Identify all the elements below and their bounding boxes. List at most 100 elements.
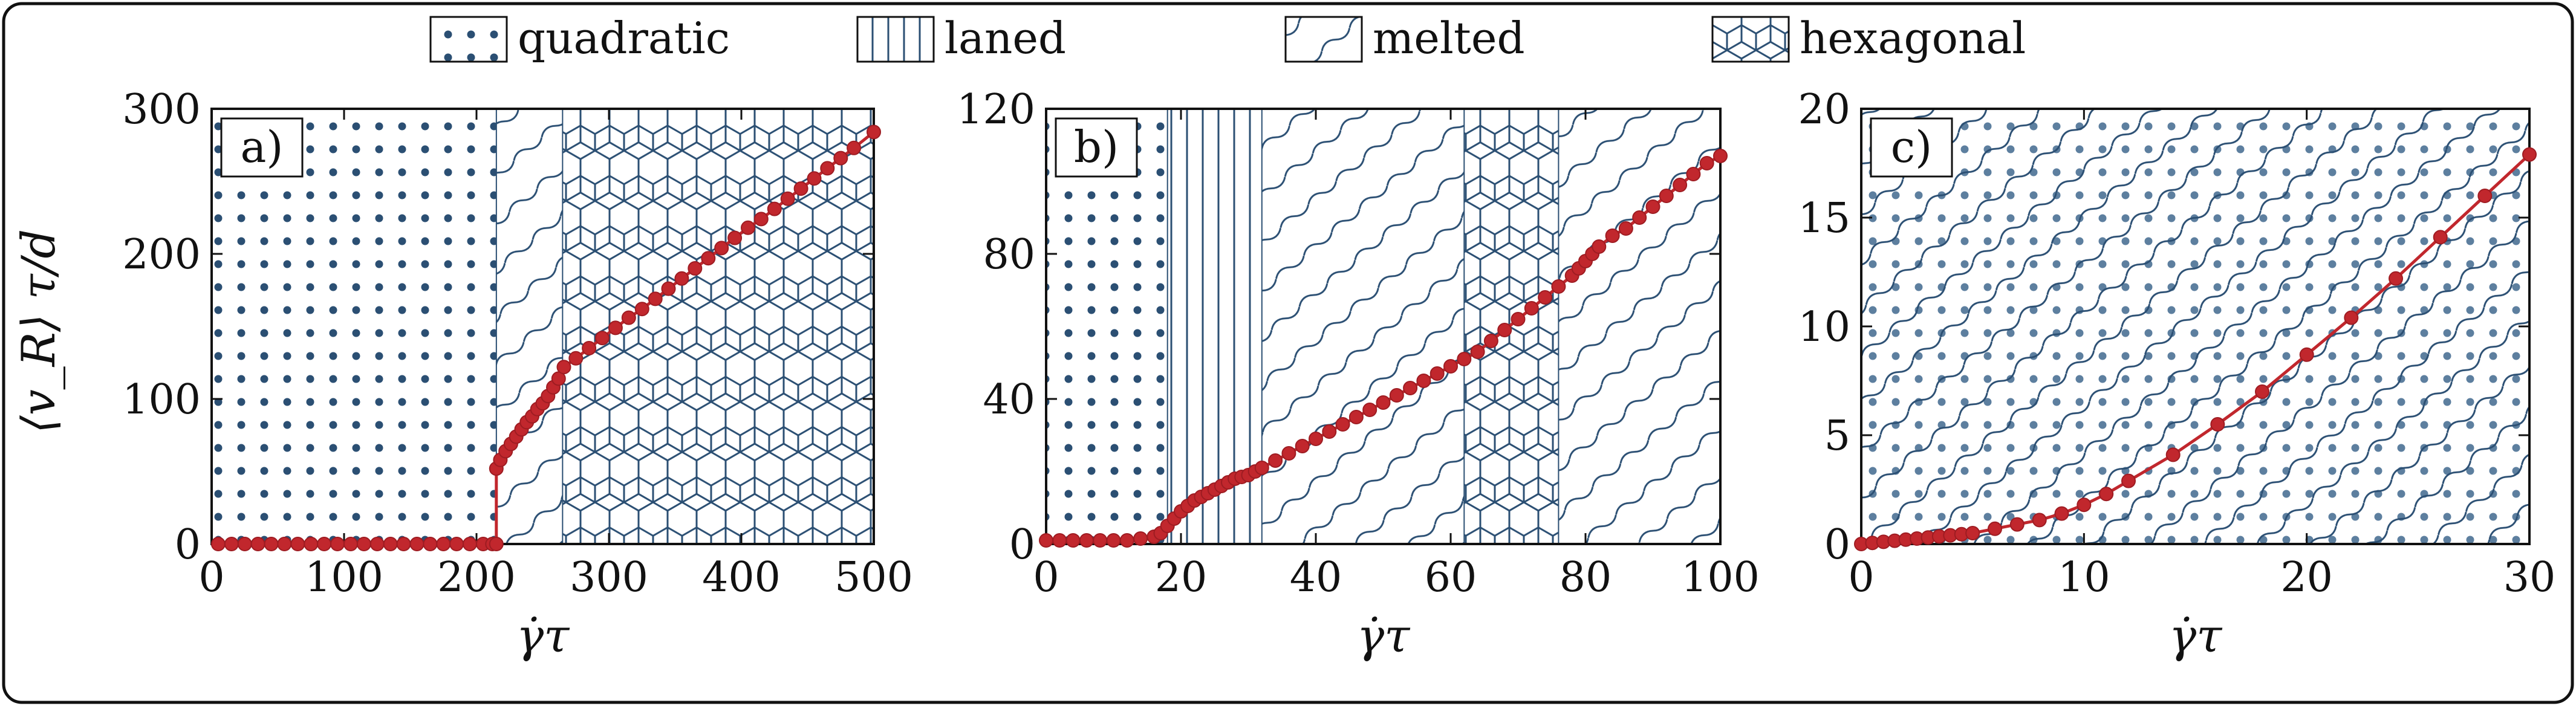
panel-b: 0 20 40 60 80 100 0 40 80 120 γ̇τ b) xyxy=(957,86,1760,662)
x-tick-label: 40 xyxy=(1290,554,1342,601)
x-tick-label: 100 xyxy=(1681,554,1760,601)
x-tick-label: 60 xyxy=(1425,554,1477,601)
data-point xyxy=(820,161,835,176)
data-point xyxy=(1322,424,1337,439)
y-tick-label: 120 xyxy=(957,86,1035,134)
y-tick-label: 5 xyxy=(1824,412,1850,460)
data-point xyxy=(608,320,623,335)
region-quadratic+melted-waves xyxy=(1861,109,2529,544)
legend-label-hexagonal: hexagonal xyxy=(1800,13,2026,63)
region-melted xyxy=(496,109,563,544)
legend-label-melted: melted xyxy=(1373,13,1525,63)
legend-swatch-laned xyxy=(856,16,935,63)
data-point xyxy=(648,291,663,306)
data-point xyxy=(556,360,571,375)
data-point xyxy=(423,537,438,551)
data-point xyxy=(1618,221,1633,236)
data-point xyxy=(2009,517,2025,532)
data-point xyxy=(753,212,769,227)
data-point xyxy=(224,537,239,551)
data-point xyxy=(1592,239,1607,254)
x-axis-title: γ̇τ xyxy=(2169,609,2223,662)
data-point xyxy=(2477,189,2493,203)
region-quadratic xyxy=(212,109,496,544)
data-point xyxy=(1443,359,1458,374)
data-point xyxy=(634,302,649,317)
x-tick-label: 20 xyxy=(1155,554,1208,601)
data-point xyxy=(1713,149,1728,163)
data-point xyxy=(250,537,265,551)
data-point xyxy=(714,241,729,256)
data-point xyxy=(1632,210,1647,225)
data-point xyxy=(330,537,345,551)
data-point xyxy=(1659,189,1674,203)
x-axis-title: γ̇τ xyxy=(516,609,570,662)
data-point xyxy=(688,261,703,276)
legend-label-quadratic: quadratic xyxy=(518,13,730,63)
data-point xyxy=(1965,526,1980,540)
data-point xyxy=(1295,439,1310,453)
legend-swatch-melted xyxy=(1284,16,1363,63)
legend-swatch-quadratic xyxy=(429,16,508,63)
data-point xyxy=(383,537,398,551)
plot-frame xyxy=(1045,108,1722,545)
data-point xyxy=(463,537,477,551)
x-tick-label: 10 xyxy=(2058,554,2110,601)
y-tick-label: 300 xyxy=(122,86,201,134)
data-point xyxy=(2299,347,2314,362)
data-point xyxy=(1497,323,1512,337)
data-point xyxy=(2054,506,2069,521)
data-point xyxy=(727,230,743,245)
data-point xyxy=(1281,446,1296,461)
data-point xyxy=(317,537,332,551)
y-tick-label: 100 xyxy=(122,376,201,424)
data-point xyxy=(1093,533,1108,548)
data-point xyxy=(621,310,636,325)
data-point xyxy=(1457,352,1472,366)
data-point xyxy=(1079,533,1094,548)
panel-label-box xyxy=(1055,117,1138,178)
data-point xyxy=(568,351,584,366)
data-point xyxy=(1699,156,1714,170)
data-point xyxy=(2344,310,2359,325)
data-point xyxy=(409,537,424,551)
data-point xyxy=(2389,271,2403,286)
panel-label: b) xyxy=(1074,121,1119,172)
region-quadratic xyxy=(1046,109,1168,544)
y-tick-label: 0 xyxy=(1009,521,1035,569)
data-point xyxy=(290,537,305,551)
data-point xyxy=(2032,513,2047,528)
y-tick-label: 15 xyxy=(1798,195,1850,242)
data-point xyxy=(1416,374,1431,388)
data-point xyxy=(2077,497,2092,513)
data-point xyxy=(1470,345,1485,359)
data-point xyxy=(277,537,292,551)
data-point xyxy=(396,537,411,551)
y-tick-label: 0 xyxy=(1824,521,1850,569)
data-point xyxy=(2433,230,2448,245)
data-point xyxy=(2165,447,2181,462)
y-tick-label: 80 xyxy=(983,231,1035,279)
data-point xyxy=(1673,178,1688,192)
data-point xyxy=(595,331,610,346)
legend-label-laned: laned xyxy=(945,13,1066,63)
y-tick-label: 0 xyxy=(175,521,201,569)
data-point xyxy=(237,537,252,551)
data-point xyxy=(1403,381,1418,395)
data-point xyxy=(1605,228,1620,243)
region-melted xyxy=(1261,109,1465,544)
data-point xyxy=(356,537,371,551)
x-tick-label: 500 xyxy=(834,554,913,601)
legend: quadratic laned melted hexagonal xyxy=(429,13,2026,63)
y-tick-label: 200 xyxy=(122,231,201,279)
data-point xyxy=(807,171,822,186)
data-point xyxy=(1254,461,1269,475)
data-point xyxy=(1335,417,1350,432)
data-point xyxy=(793,181,808,196)
data-point xyxy=(2255,384,2269,399)
plot-frame xyxy=(210,108,875,545)
data-point xyxy=(1065,533,1081,548)
x-tick-label: 100 xyxy=(305,554,383,601)
data-point xyxy=(741,220,755,235)
